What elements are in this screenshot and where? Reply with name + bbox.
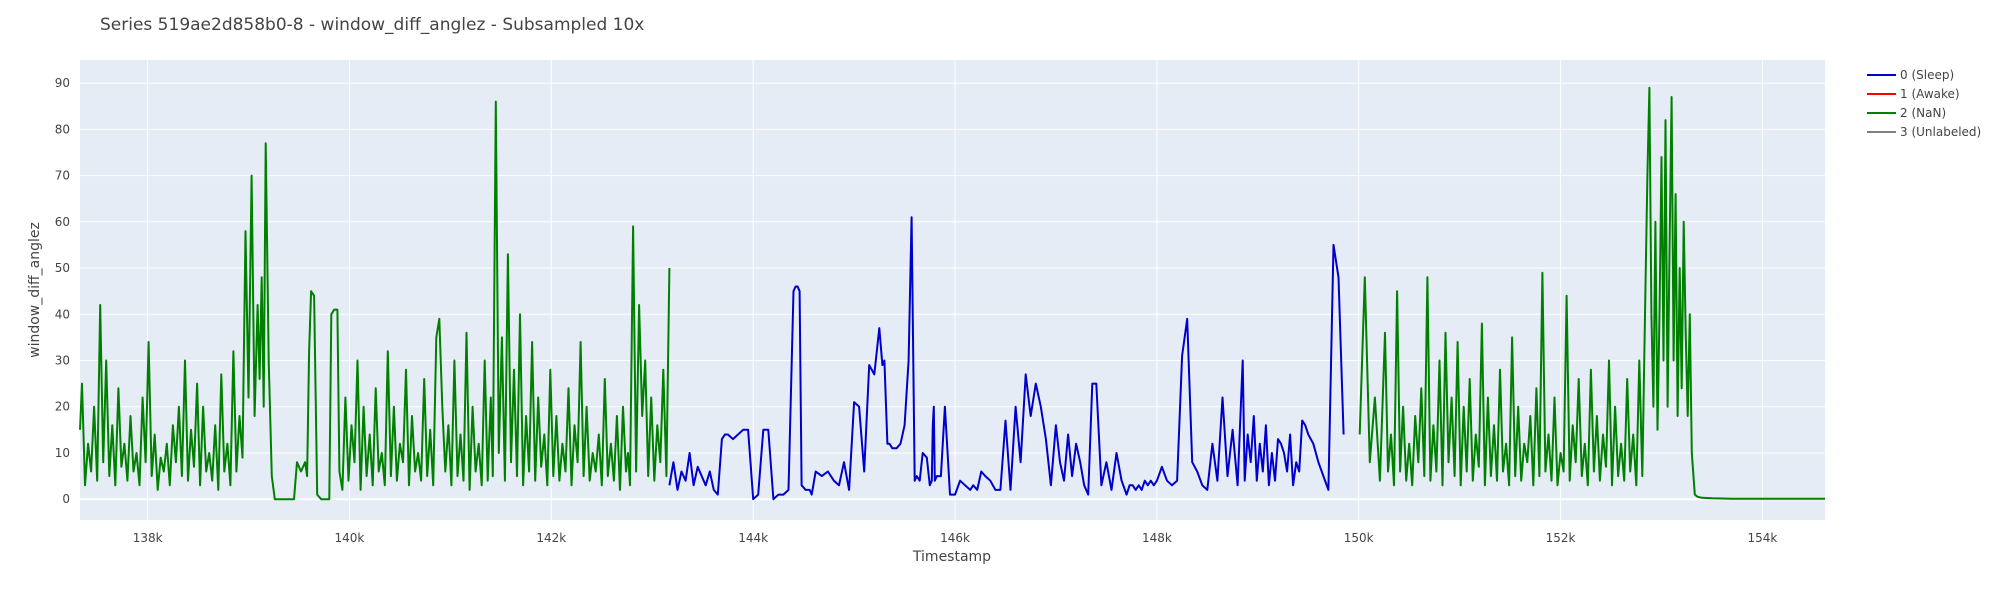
x-tick-label: 154k [1747, 531, 1777, 545]
chart-title: Series 519ae2d858b0-8 - window_diff_angl… [100, 15, 644, 35]
series-lines [79, 86, 1825, 501]
series-line-2-nan [1358, 86, 1825, 500]
y-tick-label: 10 [55, 446, 70, 460]
x-tick-label: 152k [1546, 531, 1576, 545]
legend-label: 2 (NaN) [1900, 106, 1946, 120]
x-tick-label: 142k [536, 531, 566, 545]
x-tick-label: 146k [940, 531, 970, 545]
y-axis-title: window_diff_anglez [27, 222, 43, 358]
x-tick-label: 144k [738, 531, 768, 545]
y-tick-label: 40 [55, 307, 70, 321]
axis-ticks: 0 10 20 30 40 50 60 70 80 90 138k 140k 142k 144k 146k 1… [55, 76, 1778, 545]
grid-lines [80, 60, 1825, 520]
y-tick-label: 70 [55, 169, 70, 183]
y-tick-label: 80 [55, 122, 70, 136]
legend-label: 0 (Sleep) [1900, 68, 1954, 82]
y-tick-label: 90 [55, 76, 70, 90]
legend: 0 (Sleep) 1 (Awake) 2 (NaN) 3 (Unlabeled) [1867, 68, 1981, 139]
legend-label: 3 (Unlabeled) [1900, 125, 1981, 139]
legend-label: 1 (Awake) [1900, 87, 1960, 101]
x-axis-title: Timestamp [912, 549, 991, 565]
x-tick-label: 140k [335, 531, 365, 545]
y-tick-label: 0 [62, 492, 70, 506]
y-tick-label: 30 [55, 354, 70, 368]
x-tick-label: 150k [1344, 531, 1374, 545]
y-tick-label: 60 [55, 215, 70, 229]
x-tick-label: 148k [1142, 531, 1172, 545]
y-tick-label: 20 [55, 400, 70, 414]
y-tick-label: 50 [55, 261, 70, 275]
x-tick-label: 138k [133, 531, 163, 545]
series-line-2-nan [79, 100, 671, 501]
series-line-0-sleep [668, 216, 1345, 501]
